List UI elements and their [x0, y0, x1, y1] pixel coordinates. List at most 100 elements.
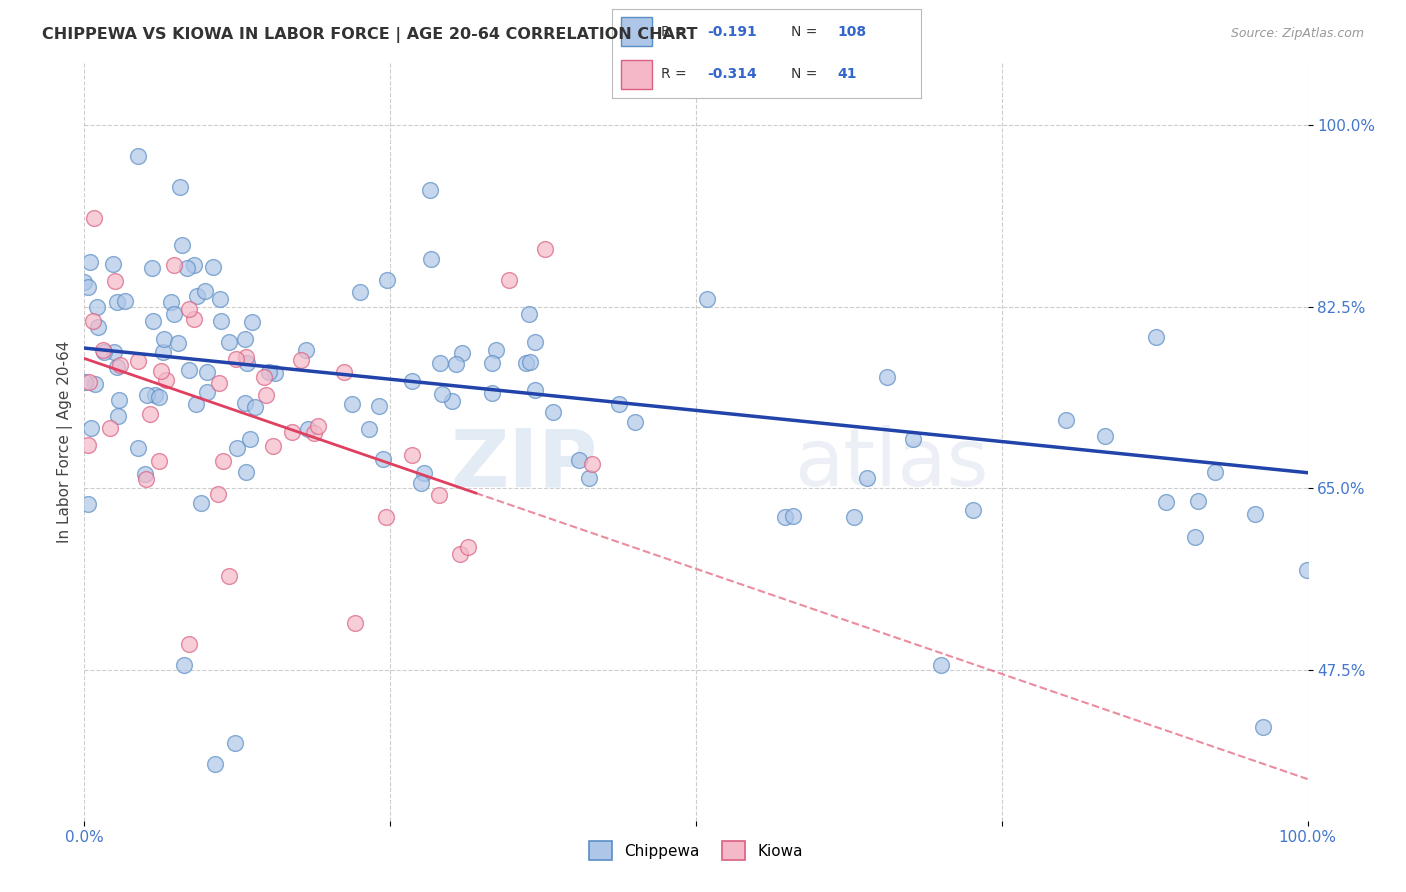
- Point: [136, 388, 159, 402]
- Point: [103, 345, 125, 359]
- Point: [183, 258, 205, 272]
- Point: [541, 405, 564, 419]
- Point: [87, 320, 110, 334]
- Point: [163, 258, 186, 272]
- Point: [73, 275, 96, 289]
- Point: [419, 183, 441, 197]
- Point: [163, 307, 186, 321]
- Point: [401, 448, 423, 462]
- Point: [962, 503, 984, 517]
- Point: [1204, 466, 1226, 480]
- Point: [333, 365, 356, 379]
- Text: -0.314: -0.314: [707, 68, 758, 81]
- Point: [172, 237, 194, 252]
- Point: [201, 260, 224, 274]
- Point: [524, 383, 547, 397]
- Point: [290, 352, 312, 367]
- Point: [225, 441, 247, 455]
- Point: [876, 370, 898, 384]
- Point: [696, 293, 718, 307]
- Point: [141, 261, 163, 276]
- Point: [143, 388, 166, 402]
- Point: [82, 314, 104, 328]
- Point: [430, 387, 453, 401]
- Point: [773, 509, 796, 524]
- Point: [235, 332, 257, 346]
- Point: [578, 471, 600, 485]
- Point: [259, 365, 281, 379]
- Point: [1144, 330, 1167, 344]
- Legend: Chippewa, Kiowa: Chippewa, Kiowa: [583, 835, 808, 866]
- Point: [80, 421, 103, 435]
- Point: [262, 438, 284, 452]
- Point: [444, 357, 467, 371]
- Point: [105, 359, 128, 374]
- Point: [148, 453, 170, 467]
- Point: [349, 285, 371, 300]
- Point: [297, 422, 319, 436]
- Point: [374, 510, 396, 524]
- Point: [450, 547, 472, 561]
- Point: [440, 393, 463, 408]
- Point: [568, 452, 591, 467]
- Point: [103, 257, 125, 271]
- Point: [107, 393, 129, 408]
- Point: [359, 421, 381, 435]
- Point: [209, 314, 232, 328]
- Text: CHIPPEWA VS KIOWA IN LABOR FORCE | AGE 20-64 CORRELATION CHART: CHIPPEWA VS KIOWA IN LABOR FORCE | AGE 2…: [42, 27, 697, 43]
- Point: [207, 376, 229, 390]
- Point: [218, 334, 240, 349]
- Point: [160, 295, 183, 310]
- Text: N =: N =: [792, 68, 821, 81]
- Point: [83, 211, 105, 226]
- Point: [152, 345, 174, 359]
- Point: [184, 396, 207, 410]
- Point: [1154, 495, 1177, 509]
- Bar: [621, 60, 652, 89]
- Text: Source: ZipAtlas.com: Source: ZipAtlas.com: [1230, 27, 1364, 40]
- Point: [236, 356, 259, 370]
- Point: [254, 388, 277, 402]
- Point: [842, 510, 865, 524]
- Point: [114, 293, 136, 308]
- Point: [302, 425, 325, 440]
- Point: [519, 307, 541, 321]
- Y-axis label: In Labor Force | Age 20-64: In Labor Force | Age 20-64: [58, 341, 73, 542]
- Point: [294, 343, 316, 357]
- Point: [240, 315, 263, 329]
- Point: [150, 364, 173, 378]
- Point: [173, 657, 195, 672]
- Point: [76, 497, 98, 511]
- Text: 41: 41: [838, 68, 856, 81]
- Point: [1184, 530, 1206, 544]
- Point: [177, 301, 200, 316]
- Point: [139, 407, 162, 421]
- Point: [179, 637, 201, 651]
- Point: [77, 280, 100, 294]
- Point: [451, 346, 474, 360]
- Point: [1094, 429, 1116, 443]
- Point: [427, 488, 450, 502]
- Point: [93, 345, 115, 359]
- Point: [195, 385, 218, 400]
- Point: [375, 273, 398, 287]
- Point: [534, 243, 557, 257]
- Point: [142, 314, 165, 328]
- Point: [343, 616, 366, 631]
- Point: [281, 425, 304, 439]
- Point: [225, 351, 247, 366]
- Point: [235, 350, 257, 364]
- Point: [1054, 412, 1077, 426]
- Point: [207, 487, 229, 501]
- Point: [253, 370, 276, 384]
- Text: R =: R =: [661, 25, 692, 38]
- Point: [429, 356, 451, 370]
- Point: [782, 508, 804, 523]
- Point: [134, 467, 156, 481]
- Point: [263, 367, 285, 381]
- Point: [190, 496, 212, 510]
- Point: [186, 289, 208, 303]
- Point: [98, 421, 121, 435]
- Point: [127, 354, 149, 368]
- Point: [624, 415, 647, 429]
